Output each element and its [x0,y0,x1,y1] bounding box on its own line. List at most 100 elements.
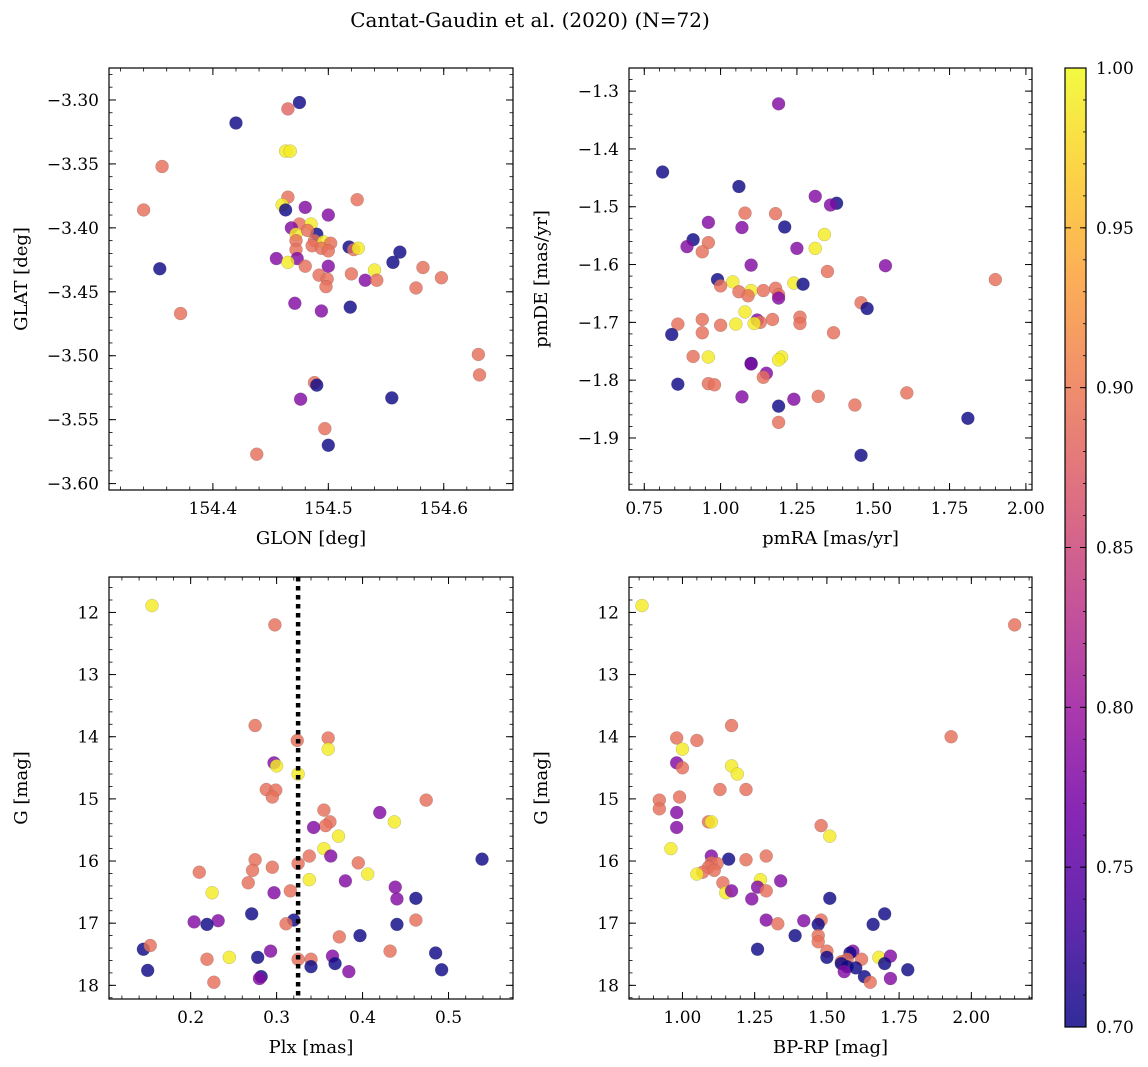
y-tick-label: 17 [77,914,99,934]
scatter-point [713,279,728,293]
points-pm [655,97,1003,462]
scatter-point [409,891,423,905]
scatter-point [652,802,666,816]
x-tick-label: 2.00 [952,1008,990,1028]
colorbar-tick-label: 0.75 [1096,858,1134,878]
scatter-point [387,815,402,829]
scatter-point [701,350,716,364]
x-tick-label: 0.3 [263,1008,290,1028]
scatter-point [351,241,365,255]
scatter-point [153,262,167,276]
scatter-point [680,239,694,254]
scatter-point [409,913,423,927]
scatter-point [771,415,786,430]
scatter-point [787,392,801,406]
x-tick-label: 1.50 [808,1008,846,1028]
scatter-point [732,179,746,194]
scatter-point [863,975,877,989]
scatter-point [988,272,1003,287]
points-cmd-plx [136,598,489,989]
x-axis-label: GLON [deg] [256,528,366,549]
y-tick-label: −1.9 [578,429,619,449]
scatter-point [695,326,709,340]
scatter-point [854,448,868,462]
scatter-point [796,277,810,291]
scatter-point [187,915,201,929]
scatter-point [900,386,914,400]
scatter-point [759,849,773,863]
y-tick-label: 13 [77,666,99,686]
scatter-point [655,165,670,179]
scatter-point [267,886,281,900]
x-tick-label: 1.75 [880,1008,918,1028]
scatter-point [292,95,307,110]
scatter-point [388,880,402,894]
scatter-point [475,852,489,866]
scatter-point [283,144,297,158]
scatter-point [141,963,155,978]
scatter-point [281,255,295,270]
x-tick-label: 2.00 [1007,499,1045,519]
scatter-point [321,742,335,756]
y-tick-label: −3.30 [47,91,99,111]
scatter-point [245,863,260,877]
x-axis-label: pmRA [mas/yr] [762,528,899,549]
scatter-point [860,301,874,316]
y-tick-label: 15 [77,790,99,810]
x-tick-label: 1.00 [702,499,740,519]
y-tick-label: −3.50 [47,347,99,367]
scatter-point [155,159,169,174]
scatter-point [471,347,486,362]
scatter-point [1008,618,1022,632]
scatter-point [759,913,773,927]
scatter-point [269,759,284,773]
scatter-point [205,886,219,900]
x-tick-label: 1.50 [854,499,892,519]
scatter-point [143,938,157,953]
scatter-point [695,312,709,327]
panel-cmd-color: 1.00 1.25 1.50 1.75 2.00 12 13 14 15 16 17 18 BP-RP … [531,576,1033,1058]
scatter-point [324,849,338,863]
scatter-point [883,971,898,986]
scatter-point [811,935,825,949]
scatter-point [344,267,359,281]
colorbar-tick-label: 0.90 [1096,379,1134,399]
scatter-point [817,227,832,242]
scatter-point [361,867,375,881]
scatter-point [771,291,786,305]
axes-frame [628,67,1033,491]
axes-frame [108,67,514,491]
scatter-point [664,841,678,856]
scatter-point [207,975,221,989]
scatter-point [192,865,206,879]
scatter-point [866,917,880,932]
scatter-point [686,349,700,364]
y-tick-label: −3.60 [47,475,99,495]
scatter-point [724,718,739,733]
y-tick-label: 14 [77,728,99,748]
scatter-point [741,289,755,303]
scatter-point [472,368,487,382]
scatter-point [635,598,649,613]
scatter-point [373,805,387,820]
scatter-point [744,258,758,272]
scatter-point [310,378,324,392]
scatter-point [771,917,785,931]
scatter-point [814,818,828,833]
scatter-point [200,952,214,966]
scatter-point [331,829,346,843]
scatter-point [672,790,687,804]
figure-title: Cantat-Gaudin et al. (2020) (N=72) [350,8,710,32]
x-tick-label: 154.4 [189,499,238,519]
scatter-point [729,317,743,331]
scatter-point [386,255,400,270]
scatter-point [302,873,316,887]
scatter-point [878,259,893,273]
x-axis-label: Plx [mas] [269,1037,354,1058]
x-tick-label: 154.6 [419,499,468,519]
scatter-point [306,820,321,835]
scatter-point [745,892,759,906]
scatter-point [342,965,356,979]
scatter-point [808,241,822,256]
